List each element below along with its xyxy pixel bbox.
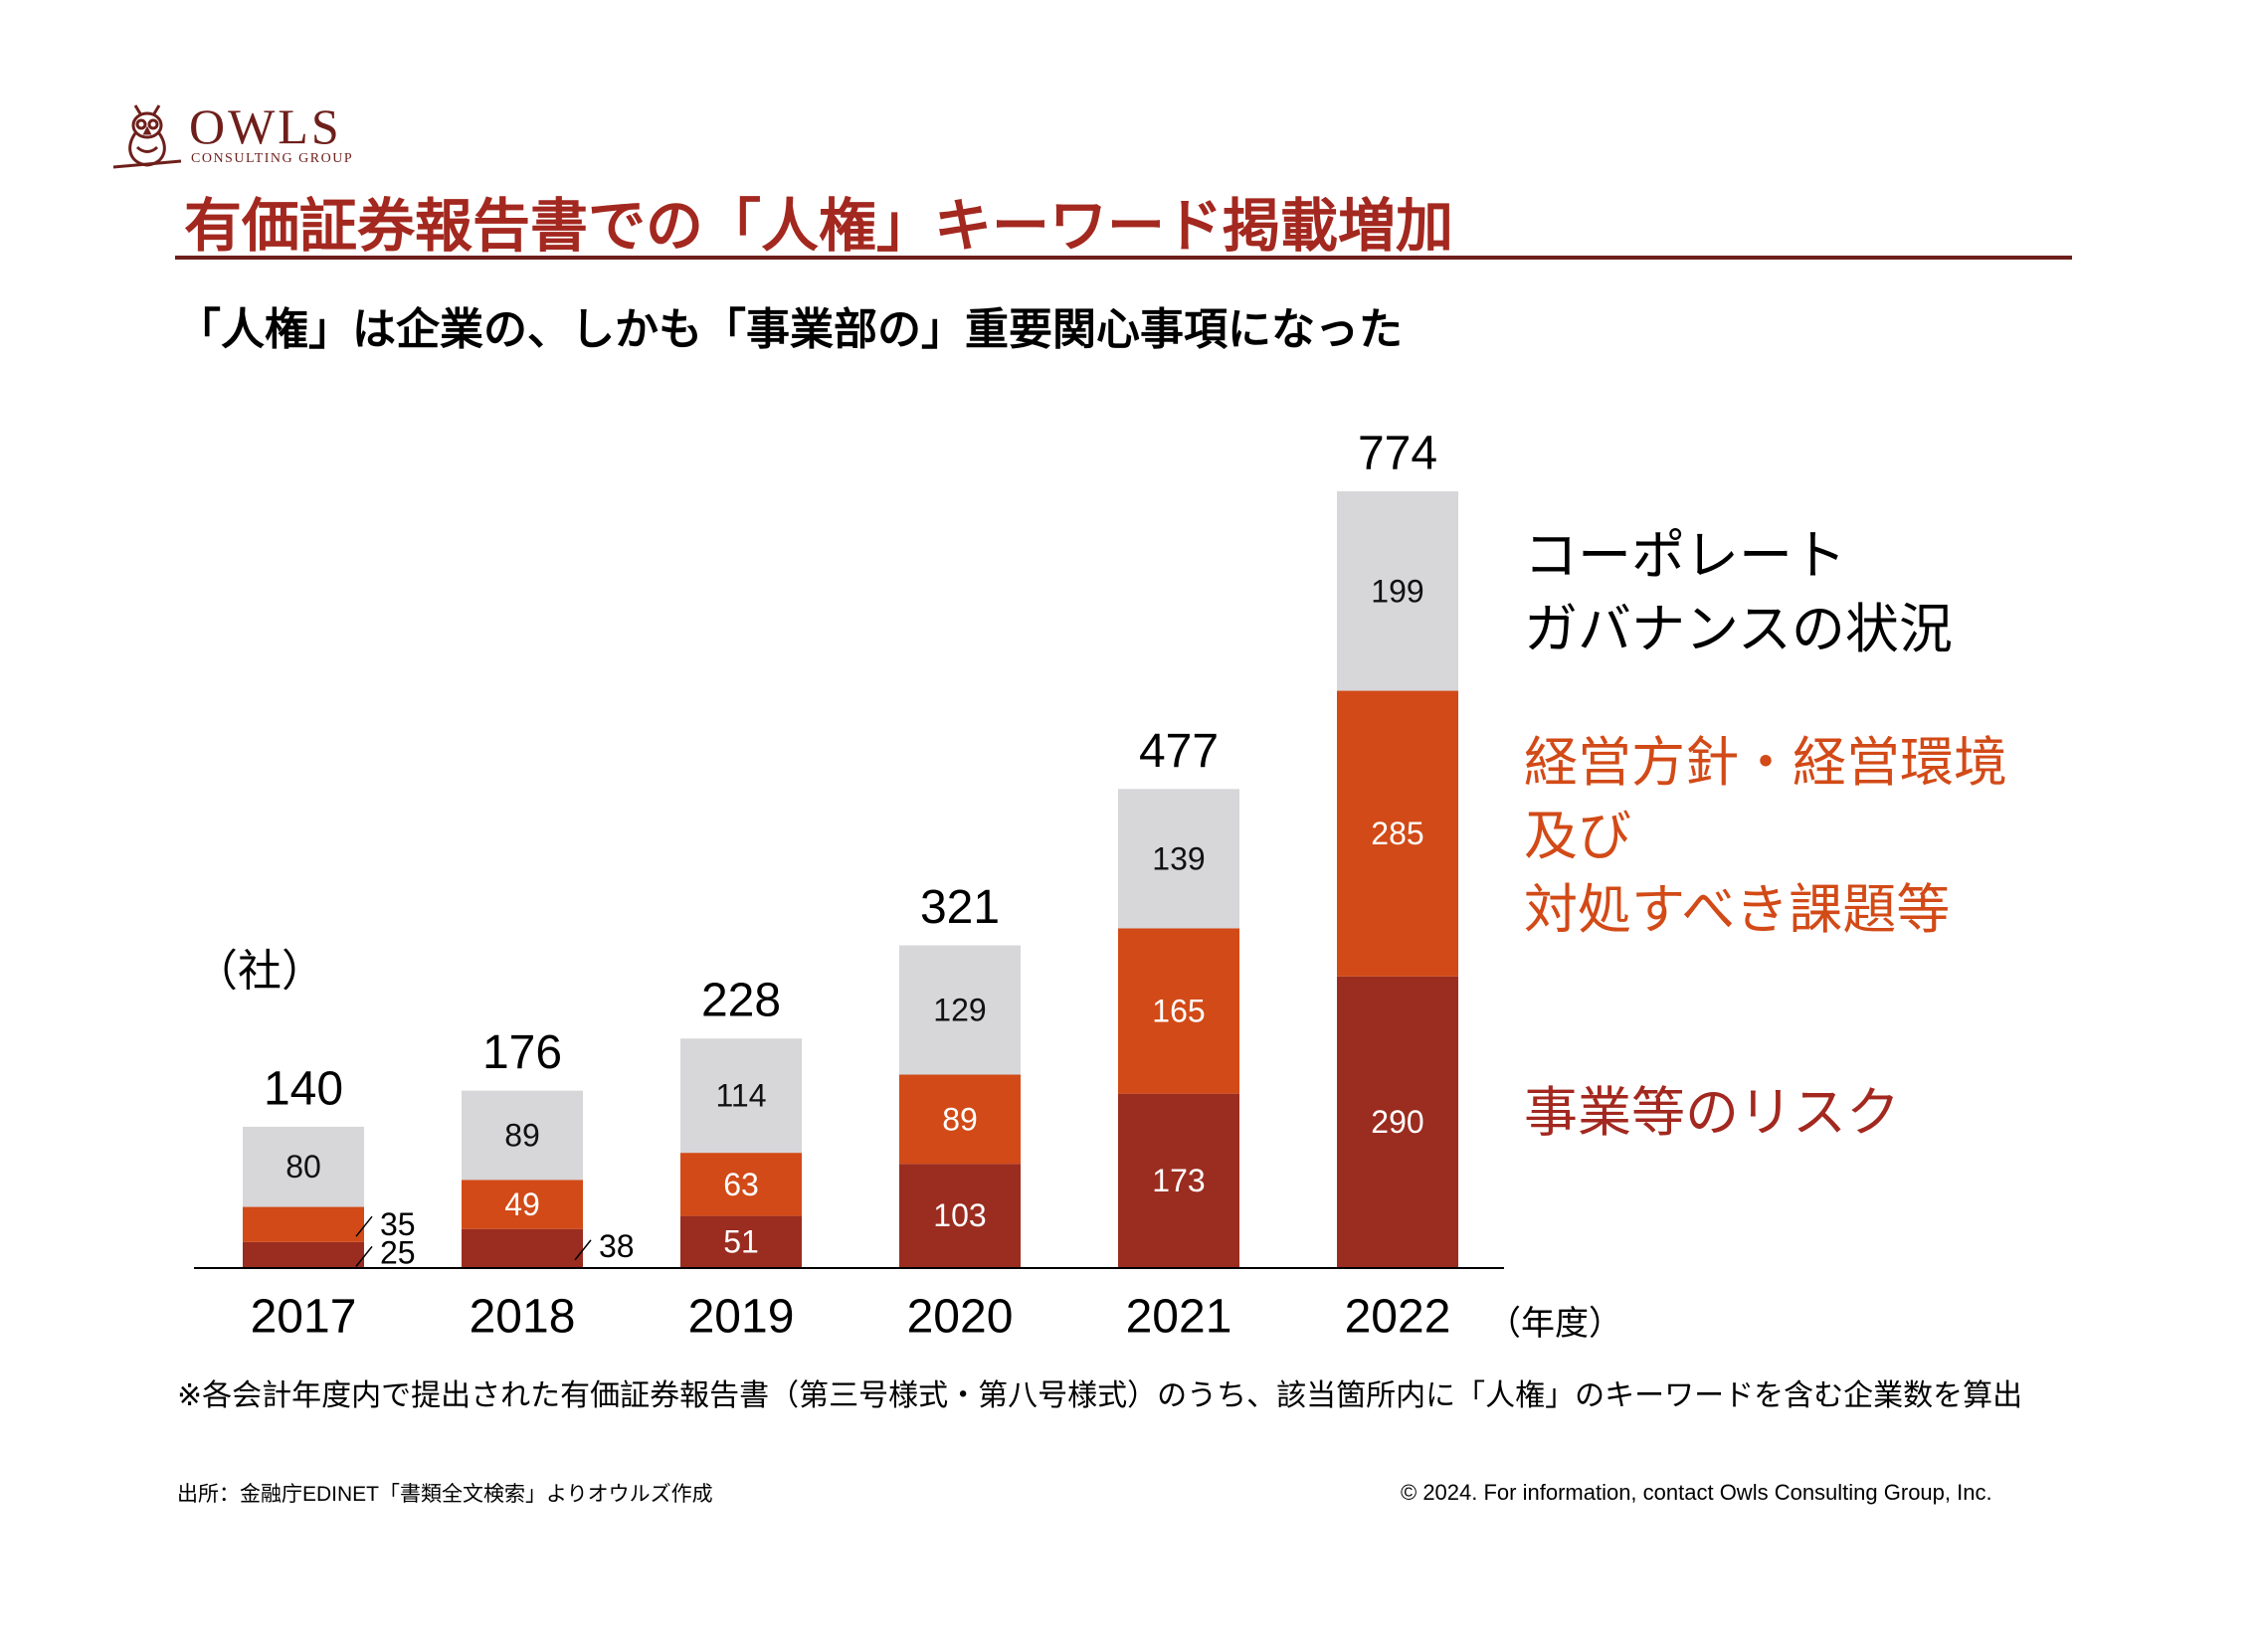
- copyright: © 2024. For information, contact Owls Co…: [1401, 1480, 1992, 1505]
- bar-segment-2018-2: [462, 1090, 583, 1181]
- owl-logo-icon: [112, 104, 182, 169]
- footnote: ※各会計年度内で提出された有価証券報告書（第三号様式・第八号様式）のうち、該当箇…: [177, 1379, 2023, 1412]
- leader-line-2017-0: [355, 1245, 373, 1267]
- leader-line-2017-1: [355, 1215, 373, 1237]
- legend-corporate-governance: コーポレート ガバナンスの状況: [1524, 526, 1953, 659]
- data-label-2021-0: 173: [1152, 1163, 1205, 1198]
- bar-segment-2021-2: [1118, 789, 1239, 929]
- bar-segment-2020-2: [899, 945, 1021, 1075]
- bar-segment-2021-1: [1118, 928, 1239, 1094]
- data-label-2019-0: 51: [723, 1223, 759, 1259]
- total-label-2022: 774: [1358, 428, 1437, 480]
- x-tick-label-2020: 2020: [907, 1291, 1014, 1344]
- source-note: 出所：金融庁EDINET「書類全文検索」よりオウルズ作成: [177, 1483, 713, 1506]
- data-label-2022-1: 285: [1371, 816, 1423, 851]
- data-label-2017-0: 25: [380, 1234, 416, 1270]
- data-label-2019-1: 63: [723, 1167, 759, 1202]
- bar-segment-2020-1: [899, 1074, 1021, 1165]
- y-unit-label: （社）: [194, 947, 325, 996]
- bar-segment-2019-1: [680, 1153, 802, 1216]
- data-label-2021-2: 139: [1152, 840, 1205, 876]
- data-label-2020-0: 103: [933, 1197, 986, 1233]
- bar-segment-2021-0: [1118, 1093, 1239, 1267]
- bar-segment-2018-0: [462, 1228, 583, 1267]
- bar-segment-2019-2: [680, 1038, 802, 1154]
- bar-segment-2017-1: [243, 1206, 364, 1242]
- total-label-2018: 176: [482, 1026, 562, 1079]
- page-title: 有価証券報告書での「人権」キーワード掲載増加: [184, 194, 1454, 259]
- x-tick-label-2017: 2017: [251, 1291, 357, 1344]
- x-tick-label-2018: 2018: [470, 1291, 576, 1344]
- data-label-2021-1: 165: [1152, 994, 1205, 1029]
- data-label-2018-1: 49: [504, 1186, 540, 1222]
- x-tick-label-2021: 2021: [1126, 1291, 1232, 1344]
- data-label-2019-2: 114: [715, 1078, 766, 1114]
- total-label-2020: 321: [920, 881, 1000, 934]
- legend-business-risks: 事業等のリスク: [1524, 1083, 1900, 1143]
- total-label-2017: 140: [264, 1062, 343, 1115]
- bar-segment-2020-0: [899, 1164, 1021, 1267]
- brand-subname: CONSULTING GROUP: [191, 151, 354, 166]
- bar-segment-2017-0: [243, 1241, 364, 1267]
- bar-segment-2017-2: [243, 1126, 364, 1207]
- data-label-2017-2: 80: [285, 1149, 321, 1185]
- bar-segment-2018-1: [462, 1180, 583, 1229]
- brand-name: OWLS: [189, 98, 342, 154]
- bar-segment-2022-2: [1337, 491, 1458, 691]
- data-label-2018-0: 38: [599, 1228, 635, 1264]
- legend-management-policy: 経営方針・経営環境 及び 対処すべき課題等: [1524, 733, 2007, 940]
- leader-line-2018-0: [574, 1239, 592, 1261]
- x-tick-label-2019: 2019: [688, 1291, 795, 1344]
- bar-segment-2022-1: [1337, 690, 1458, 977]
- total-label-2021: 477: [1139, 725, 1219, 778]
- data-label-2020-1: 89: [942, 1101, 978, 1137]
- page-subtitle: 「人権」は企業の、しかも「事業部の」重要関心事項になった: [177, 305, 1403, 354]
- data-label-2022-0: 290: [1371, 1104, 1423, 1140]
- data-label-2020-2: 129: [933, 993, 986, 1028]
- data-label-2018-2: 89: [504, 1117, 540, 1153]
- x-tick-label-2022: 2022: [1345, 1291, 1451, 1344]
- total-label-2019: 228: [701, 975, 781, 1027]
- data-label-2022-2: 199: [1371, 573, 1423, 609]
- title-divider: [175, 256, 2072, 260]
- bar-segment-2022-0: [1337, 976, 1458, 1267]
- data-label-2017-1: 35: [380, 1206, 416, 1242]
- x-unit-label: （年度）: [1487, 1305, 1622, 1343]
- bar-segment-2019-0: [680, 1215, 802, 1267]
